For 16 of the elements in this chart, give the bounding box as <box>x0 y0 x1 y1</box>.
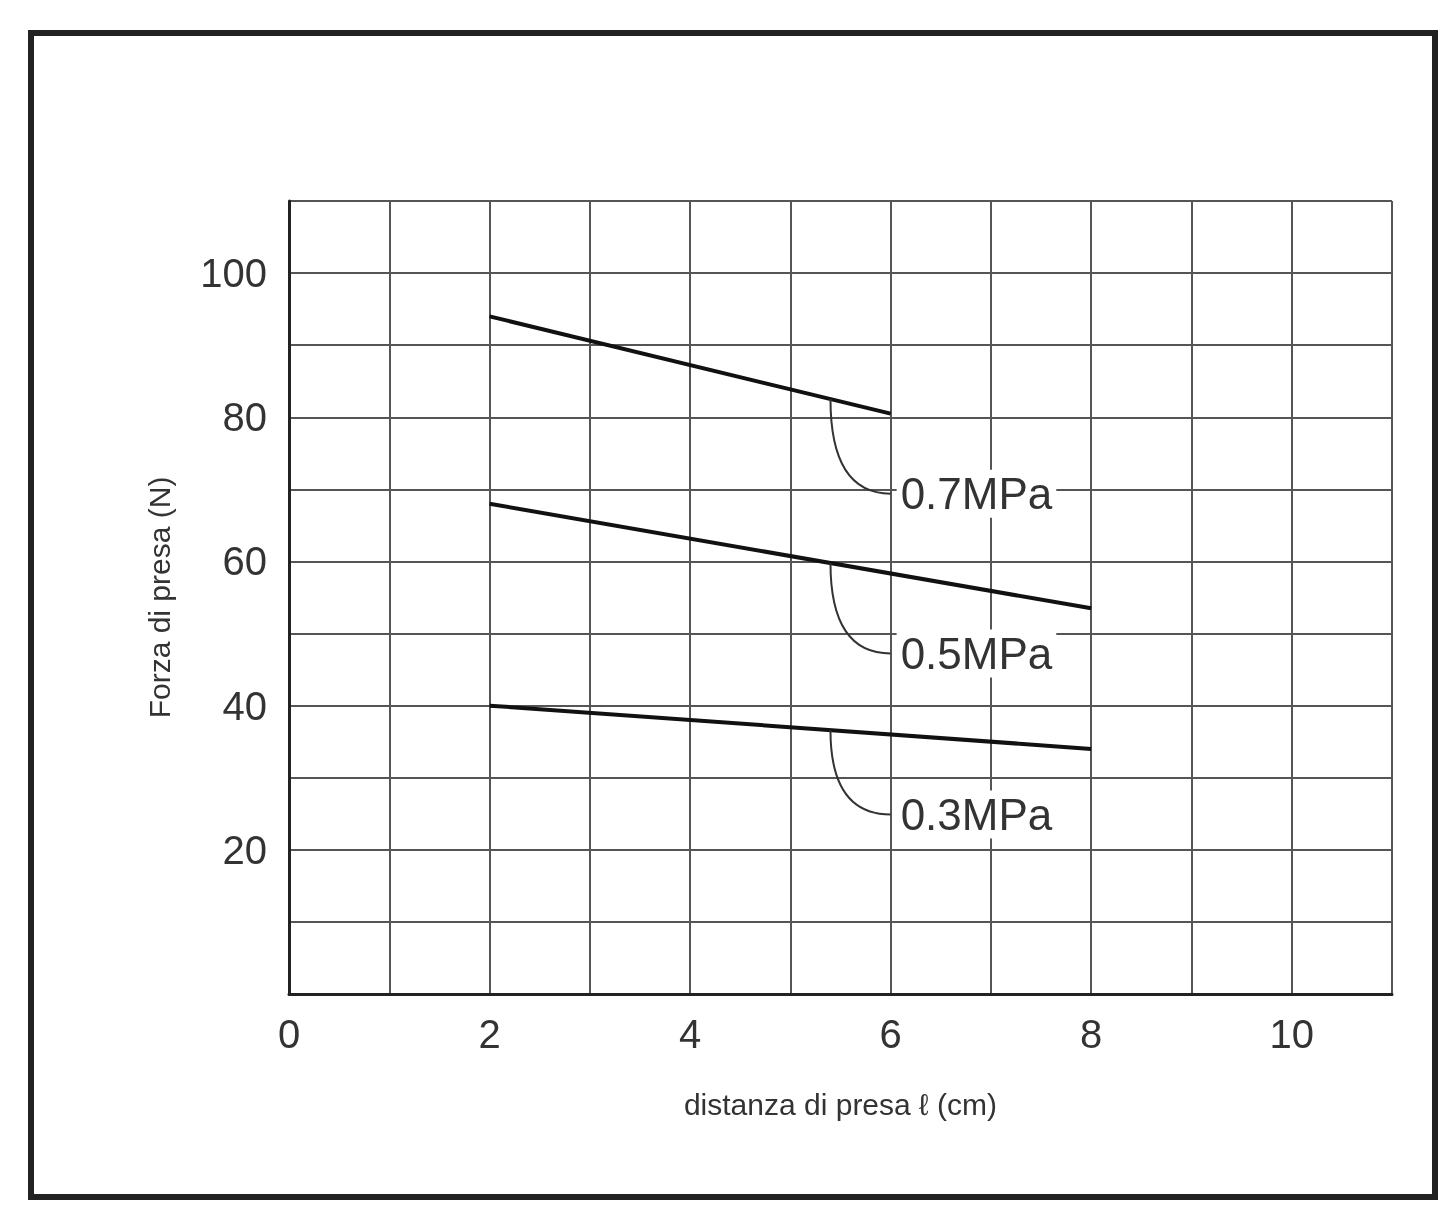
x-axis-title: distanza di presa ℓ (cm) <box>683 1087 998 1121</box>
y-tick-label: 100 <box>200 251 267 296</box>
x-tick-label: 2 <box>478 1012 501 1056</box>
y-tick-label: 20 <box>222 827 267 872</box>
series-label: 0.3MPa <box>900 789 1053 839</box>
x-tick-label: 8 <box>1080 1012 1103 1056</box>
series-label: 0.5MPa <box>900 628 1053 678</box>
y-tick-label: 80 <box>222 395 267 440</box>
x-tick-label: 4 <box>678 1012 702 1056</box>
x-tick-label: 0 <box>277 1012 301 1056</box>
y-axis-title: Forza di presa (N) <box>142 476 176 719</box>
x-tick-label: 6 <box>879 1012 902 1056</box>
series-label: 0.7MPa <box>900 469 1053 519</box>
x-tick-label: 10 <box>1269 1012 1314 1056</box>
y-tick-label: 40 <box>222 683 267 728</box>
y-tick-label: 60 <box>222 539 267 584</box>
